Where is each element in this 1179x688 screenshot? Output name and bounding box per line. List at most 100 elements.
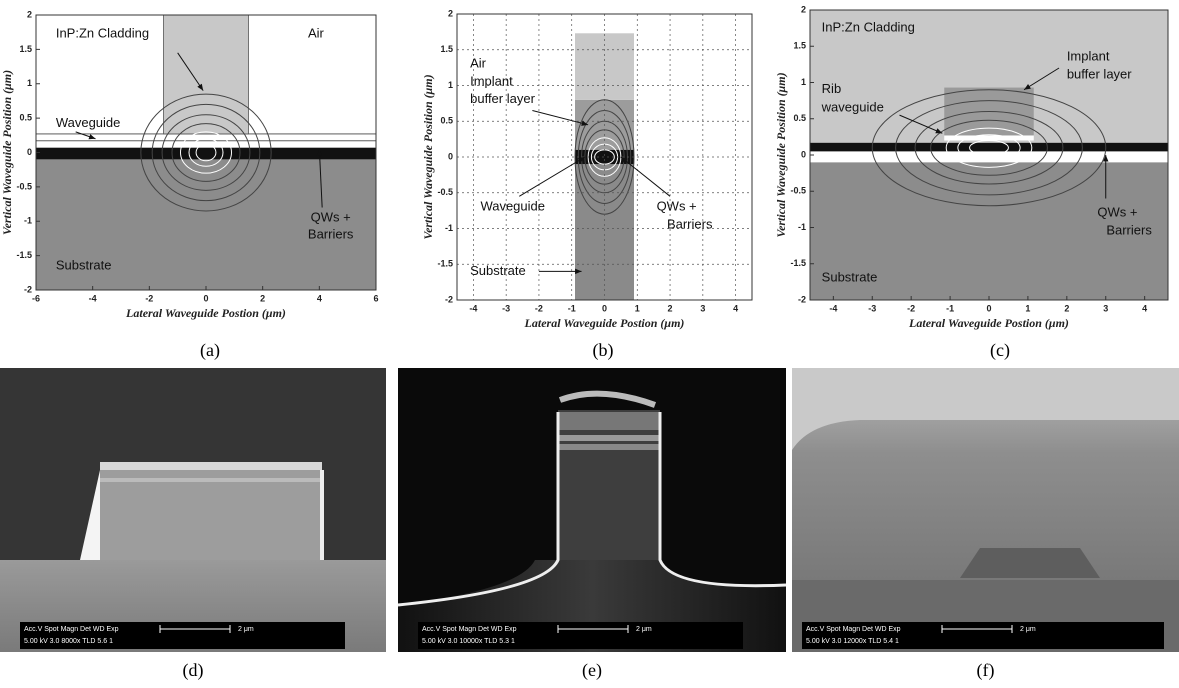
caption: (b) <box>593 340 614 361</box>
x-tick-label: 0 <box>602 303 607 313</box>
annotation: Implant <box>1067 49 1110 64</box>
sem-image <box>792 368 1179 652</box>
arrow-head <box>581 120 589 126</box>
sem-panel: Acc.V Spot Magn Det WD Exp 5.00 kV 3.0 80… <box>24 625 254 681</box>
x-tick-label: -1 <box>946 303 954 313</box>
arrow <box>177 52 204 91</box>
caption: (c) <box>990 340 1010 361</box>
x-tick-label: 4 <box>1142 303 1147 313</box>
layer <box>810 162 1168 300</box>
scale-label: 2 μm <box>636 626 652 633</box>
y-tick-label: 0.5 <box>793 113 806 123</box>
layer <box>944 135 1034 141</box>
y-tick-label: 2 <box>801 4 806 14</box>
mode-contour <box>930 119 1048 176</box>
caption: (f) <box>977 660 995 681</box>
x-tick-label: 6 <box>373 293 378 303</box>
axes-frame <box>35 14 377 291</box>
layer <box>810 142 1168 152</box>
y-tick-label: -1 <box>24 216 32 226</box>
y-axis-label: Vertical Waveguide Position (μm) <box>774 72 788 237</box>
arrow-head <box>197 83 204 91</box>
y-tick-label: 0 <box>801 149 806 159</box>
annotation: Substrate <box>56 257 112 272</box>
y-tick-label: 2 <box>448 8 453 18</box>
mode-contour <box>895 100 1083 196</box>
mode-contour <box>957 134 1021 162</box>
arrow-head <box>1103 155 1109 162</box>
mode-contour <box>195 143 217 162</box>
layer <box>163 14 249 135</box>
sem-panel: Acc.V Spot Magn Det WD Exp 5.00 kV 3.0 10… <box>422 625 652 681</box>
sem-image <box>397 368 787 652</box>
y-tick-label: 0 <box>27 147 32 157</box>
annotation: Substrate <box>822 270 878 285</box>
arrow <box>899 114 943 134</box>
info-values: 5.00 kV 3.0 8000x TLD 5.6 1 <box>24 638 113 645</box>
plot-panel: -4 -3 -2 -1 0 1 2 3 4 -2 -1.5 -1 -0.5 0 0.5 1 1.5 2 InP:Zn… <box>774 4 1169 361</box>
y-tick-label: 0 <box>448 151 453 161</box>
x-tick-label: -3 <box>868 303 876 313</box>
annotation: Air <box>470 55 487 70</box>
annotation: Implant <box>470 73 513 88</box>
y-tick-label: -1.5 <box>437 259 453 269</box>
arrow <box>620 156 671 197</box>
arrow-head <box>1024 84 1031 90</box>
arrow-head <box>88 134 96 140</box>
mode-contour <box>969 140 1009 156</box>
y-tick-label: -2 <box>445 294 453 304</box>
annotation: buffer layer <box>470 91 535 106</box>
annotation: InP:Zn Cladding <box>56 26 149 41</box>
x-tick-label: -4 <box>829 303 837 313</box>
mode-contour <box>871 89 1107 207</box>
annotation: QWs + <box>311 209 351 224</box>
x-tick-label: -6 <box>32 293 40 303</box>
mode-contour <box>151 103 261 202</box>
x-tick-label: -4 <box>89 293 97 303</box>
y-tick-label: 1 <box>801 77 806 87</box>
annotation: Substrate <box>470 263 526 278</box>
mode-contour <box>180 131 232 174</box>
annotation: waveguide <box>821 99 884 114</box>
x-tick-label: -2 <box>535 303 543 313</box>
annotation: Barriers <box>667 216 713 231</box>
mode-contour <box>171 123 241 182</box>
annotation: Barriers <box>308 226 354 241</box>
x-tick-label: 2 <box>1064 303 1069 313</box>
layer <box>36 147 376 160</box>
arrow-head <box>575 268 582 275</box>
mode-contour <box>161 114 251 191</box>
x-tick-label: 2 <box>260 293 265 303</box>
y-tick-label: -1.5 <box>790 258 806 268</box>
annotation: QWs + <box>1097 204 1137 219</box>
y-tick-label: -1 <box>798 222 806 232</box>
x-tick-label: 3 <box>1103 303 1108 313</box>
annotation: Air <box>308 26 325 41</box>
info-header: Acc.V Spot Magn Det WD Exp <box>24 626 119 633</box>
mode-contour <box>914 111 1064 185</box>
arrow-head <box>316 149 323 156</box>
x-tick-label: 1 <box>1025 303 1030 313</box>
info-header: Acc.V Spot Magn Det WD Exp <box>422 626 517 633</box>
annotation: Barriers <box>1106 223 1152 238</box>
x-tick-label: 4 <box>317 293 322 303</box>
arrow-head <box>577 157 585 163</box>
arrow-head <box>935 128 943 134</box>
x-tick-label: 3 <box>700 303 705 313</box>
caption: (e) <box>582 660 602 681</box>
y-axis-label: Vertical Waveguide Position (μm) <box>421 74 435 239</box>
y-tick-label: 0.5 <box>440 116 453 126</box>
scale-label: 2 μm <box>238 626 254 633</box>
y-tick-label: -1 <box>445 223 453 233</box>
sem-image <box>0 368 386 652</box>
y-tick-label: -2 <box>24 284 32 294</box>
y-tick-label: 0.5 <box>19 113 32 123</box>
annotation: Waveguide <box>480 198 545 213</box>
info-header: Acc.V Spot Magn Det WD Exp <box>806 626 901 633</box>
x-tick-label: -2 <box>145 293 153 303</box>
x-tick-label: -2 <box>907 303 915 313</box>
sem-panel: Acc.V Spot Magn Det WD Exp 5.00 kV 3.0 12… <box>806 625 1036 681</box>
y-tick-label: -2 <box>798 294 806 304</box>
annotation: Rib <box>822 81 842 96</box>
